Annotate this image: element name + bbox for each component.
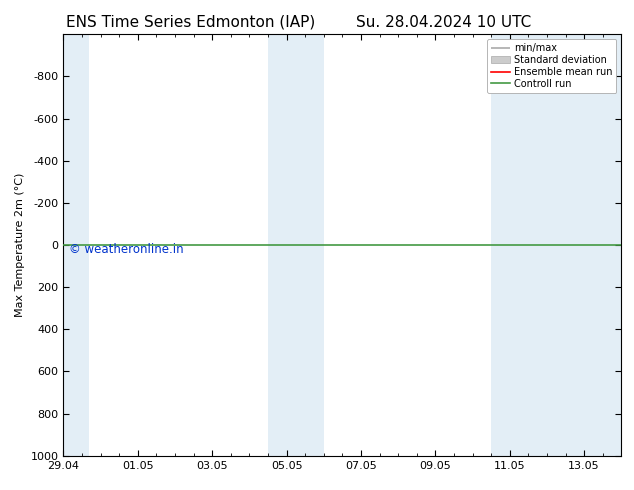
Legend: min/max, Standard deviation, Ensemble mean run, Controll run: min/max, Standard deviation, Ensemble me…: [487, 39, 616, 93]
Y-axis label: Max Temperature 2m (°C): Max Temperature 2m (°C): [15, 173, 25, 317]
Text: © weatheronline.in: © weatheronline.in: [69, 243, 184, 256]
Text: ENS Time Series Edmonton (IAP): ENS Time Series Edmonton (IAP): [65, 15, 315, 30]
Bar: [268, 34, 324, 456]
Text: Su. 28.04.2024 10 UTC: Su. 28.04.2024 10 UTC: [356, 15, 531, 30]
Bar: [63, 34, 89, 456]
Bar: [491, 34, 621, 456]
